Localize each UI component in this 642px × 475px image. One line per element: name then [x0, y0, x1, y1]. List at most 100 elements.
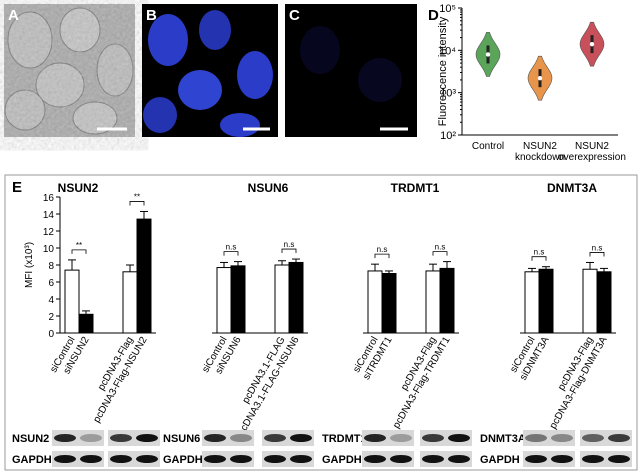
micrograph-dapi — [142, 4, 278, 137]
chart-title: NSUN6 — [248, 181, 289, 195]
blot-label: DNMT3A — [480, 433, 526, 445]
micrograph-brightfield — [4, 4, 135, 137]
blot-band — [525, 455, 547, 463]
blot-band — [136, 455, 158, 463]
blot-label: TRDMT1 — [322, 433, 367, 445]
y-axis-label: Fluorescence intensity — [437, 16, 449, 126]
significance-bracket — [223, 251, 239, 256]
blot-band — [582, 455, 604, 463]
blot-band — [608, 434, 630, 442]
violin-median — [537, 75, 543, 81]
blot-band — [448, 434, 470, 442]
blot-band — [290, 434, 312, 442]
chart-title: DNMT3A — [547, 181, 597, 195]
blot-band — [290, 455, 312, 463]
blot-band — [364, 434, 386, 442]
blot-band — [608, 455, 630, 463]
blot-label: GAPDH — [480, 454, 520, 466]
y-tick-label: 2 — [48, 312, 54, 323]
y-tick-label: 12 — [43, 227, 55, 238]
panel-frame — [4, 174, 638, 471]
y-tick-label: 14 — [43, 210, 55, 221]
bar — [367, 270, 383, 334]
blot-band — [525, 434, 547, 442]
blot-band — [80, 434, 102, 442]
bar — [230, 265, 246, 334]
y-tick-label: 10³ — [440, 88, 456, 100]
significance-bracket — [129, 201, 145, 206]
blot-band — [551, 455, 573, 463]
significance-label: n.s — [284, 240, 295, 249]
x-tick-label: NSUN2 knockdown — [514, 141, 566, 163]
blot-band — [110, 455, 132, 463]
blot-band — [264, 434, 286, 442]
y-tick-label: 8 — [48, 261, 54, 272]
significance-label: ** — [134, 192, 140, 201]
bar — [64, 269, 80, 334]
significance-bracket — [374, 253, 390, 259]
blot-band — [364, 455, 386, 463]
significance-label: n.s — [592, 243, 603, 252]
blot-band — [551, 434, 573, 442]
y-tick-label: 10 — [43, 244, 55, 255]
blot-band — [204, 434, 226, 442]
significance-label: n.s — [226, 243, 237, 252]
blot-band — [110, 434, 132, 442]
significance-bracket — [432, 251, 448, 256]
chart-title: NSUN2 — [58, 181, 99, 195]
micrograph-negative — [285, 4, 417, 137]
blot-label: GAPDH — [322, 454, 362, 466]
bar — [136, 218, 152, 334]
bar — [425, 270, 441, 334]
significance-bracket — [531, 256, 547, 261]
chart-title: TRDMT1 — [391, 181, 440, 195]
blot-band — [390, 455, 412, 463]
y-tick-label: 0 — [48, 329, 54, 340]
y-tick-label: 10⁵ — [439, 3, 456, 15]
bar — [381, 273, 397, 334]
significance-label: n.s — [377, 245, 388, 254]
blot-band — [264, 455, 286, 463]
blot-label: GAPDH — [12, 454, 52, 466]
significance-label: ** — [76, 241, 82, 250]
bar — [524, 271, 540, 334]
panel-label: A — [8, 7, 19, 24]
bar — [78, 313, 94, 334]
blot-band — [448, 455, 470, 463]
significance-label: n.s — [435, 243, 446, 252]
significance-label: n.s — [534, 248, 545, 257]
violin-median — [589, 41, 595, 47]
violin-median — [485, 52, 491, 57]
bar — [274, 264, 290, 334]
blot-band — [422, 455, 444, 463]
y-tick-label: 10² — [440, 130, 456, 142]
bar — [439, 267, 455, 334]
bar — [122, 271, 138, 334]
y-tick-label: 4 — [48, 295, 54, 306]
y-tick-label: 6 — [48, 278, 54, 289]
x-tick-label: NSUN2 overexpression — [558, 141, 626, 163]
significance-bracket — [281, 248, 297, 254]
blot-band — [230, 455, 252, 463]
bar — [596, 271, 612, 334]
significance-bracket — [589, 252, 605, 257]
blot-band — [54, 434, 76, 442]
blot-band — [204, 455, 226, 463]
panel-label: B — [146, 7, 157, 24]
blot-label: NSUN6 — [163, 433, 200, 445]
panel-label: C — [289, 7, 300, 24]
panel-label: D — [428, 7, 439, 24]
y-axis-label: MFI (x10³) — [24, 242, 35, 288]
bar — [582, 268, 598, 334]
significance-bracket — [71, 249, 87, 254]
blot-band — [54, 455, 76, 463]
x-tick-label: Control — [471, 141, 505, 152]
blot-band — [80, 455, 102, 463]
blot-band — [422, 434, 444, 442]
blot-band — [390, 434, 412, 442]
blot-label: NSUN2 — [12, 433, 49, 445]
bar — [538, 268, 554, 334]
bar — [288, 261, 304, 334]
